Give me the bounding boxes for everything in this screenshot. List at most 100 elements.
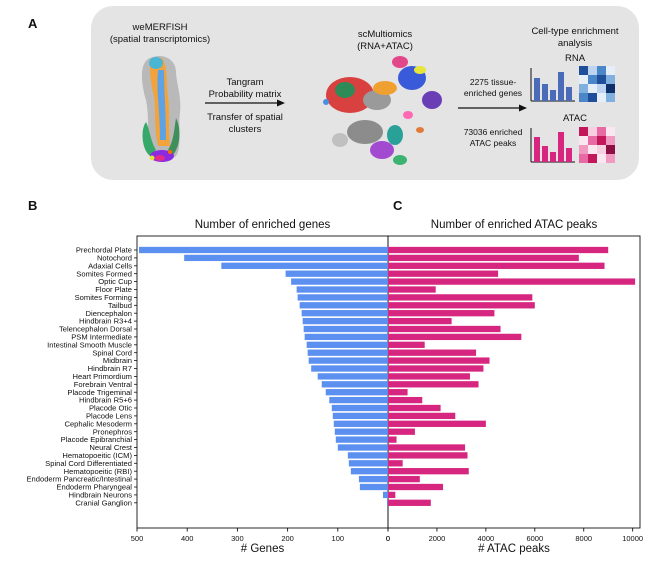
- genes-x-tick-label: 500: [131, 534, 144, 543]
- category-label: Hindbrain Neurons: [69, 491, 133, 500]
- atac-x-axis-label: # ATAC peaks: [478, 543, 550, 555]
- arrow2-line2: enriched genes: [463, 88, 523, 98]
- genes-bar: [302, 317, 388, 325]
- genes-bar: [304, 333, 388, 341]
- atac-bar: [388, 341, 425, 348]
- atac-bar: [388, 483, 444, 491]
- genes-bar: [307, 349, 388, 356]
- atac-bar: [388, 270, 499, 277]
- arrow1-line3: Transfer of spatial: [207, 112, 283, 123]
- atac-bar: [388, 310, 495, 317]
- category-label: Telencephalon Dorsal: [59, 325, 132, 334]
- category-label: PSM Intermediate: [71, 333, 132, 342]
- step3-title: Cell-type enrichment: [531, 26, 619, 37]
- genes-bar: [347, 452, 388, 459]
- genes-bar: [386, 499, 388, 506]
- genes-bar: [335, 436, 388, 443]
- atac-bar: [388, 302, 535, 309]
- genes-bar: [325, 389, 388, 396]
- genes-bar: [308, 357, 388, 364]
- category-label: Hematopoeitic (RBI): [64, 467, 133, 476]
- atac-x-tick-label: 4000: [478, 534, 495, 543]
- genes-x-tick-label: 300: [231, 534, 244, 543]
- atac-label: ATAC: [563, 113, 587, 124]
- genes-bar: [348, 460, 388, 467]
- category-label: Hindbrain R3+4: [79, 317, 132, 326]
- step2-title: scMultiomics: [357, 29, 413, 40]
- atac-bar: [388, 254, 579, 262]
- rna-label: RNA: [564, 53, 586, 64]
- bar-charts: 500 400 300 200 100 0 Prechordal PlateNotochor…: [26, 235, 643, 543]
- genes-bar: [296, 286, 388, 293]
- step2-subtitle: (RNA+ATAC): [357, 41, 413, 52]
- atac-bar: [388, 404, 441, 412]
- genes-bar: [221, 262, 388, 269]
- atac-bar: [388, 325, 501, 333]
- atac-bar: [388, 468, 469, 475]
- genes-bar: [317, 373, 388, 380]
- genes-bar: [333, 420, 388, 427]
- category-label: Cranial Ganglion: [75, 498, 132, 507]
- atac-mini-chart: [530, 128, 575, 163]
- genes-bar: [359, 483, 388, 491]
- genes-x-tick-label: 400: [181, 534, 194, 543]
- rna-heatmap: [579, 66, 615, 102]
- genes-bar: [329, 396, 388, 404]
- atac-bar: [388, 357, 490, 364]
- category-label: Forebrain Ventral: [74, 380, 133, 389]
- atac-bar: [388, 246, 609, 254]
- panel-label-c: C: [393, 198, 403, 213]
- panel-label-b: B: [28, 198, 38, 213]
- rna-mini-chart: [530, 68, 575, 102]
- genes-bar: [297, 294, 388, 301]
- category-label: Diencephalon: [86, 309, 132, 318]
- category-label: Spinal Cord: [92, 348, 132, 357]
- category-label: Intestinal Smooth Muscle: [47, 340, 132, 349]
- category-label: Somites Formed: [76, 269, 132, 278]
- atac-bar: [388, 286, 436, 293]
- atac-bar: [388, 278, 636, 285]
- category-label: Cephalic Mesoderm: [64, 419, 132, 428]
- atac-bar: [388, 428, 415, 435]
- category-label: Pronephros: [93, 427, 132, 436]
- category-label: Placode Trigeminal: [67, 388, 132, 397]
- umap-image: [323, 56, 442, 165]
- category-label: Tailbud: [108, 301, 132, 310]
- atac-x-tick-label: 0: [386, 534, 390, 543]
- genes-bar: [358, 475, 388, 483]
- genes-bar: [311, 365, 388, 372]
- genes-x-axis-label: # Genes: [240, 543, 285, 555]
- atac-chart-title: Number of enriched ATAC peaks: [430, 219, 598, 231]
- atac-x-tick-label: 6000: [526, 534, 543, 543]
- atac-bar: [388, 452, 468, 459]
- genes-bar: [382, 491, 388, 499]
- arrow2: [458, 104, 527, 112]
- genes-bar: [337, 444, 388, 451]
- atac-bar: [388, 412, 456, 420]
- genes-x-tick-label: 100: [332, 534, 345, 543]
- atac-bar: [388, 436, 397, 443]
- category-label: Somites Forming: [75, 293, 132, 302]
- arrow2-line1: 2275 tissue-: [469, 77, 517, 87]
- category-label: Endoderm Pancreatic/Intestinal: [26, 475, 132, 484]
- category-label: Hindbrain R7: [88, 364, 132, 373]
- step1-title: weMERFISH: [132, 22, 188, 33]
- atac-x-tick-label: 8000: [575, 534, 592, 543]
- genes-bar: [331, 404, 388, 412]
- arrow2-line3: 73036 enriched: [463, 127, 523, 137]
- arrow1-line4: clusters: [228, 124, 262, 135]
- category-label: Hindbrain R5+6: [79, 396, 132, 405]
- atac-x-tick-label: 2000: [429, 534, 446, 543]
- category-label: Floor Plate: [95, 285, 132, 294]
- genes-bar: [350, 468, 388, 475]
- atac-bar: [388, 333, 522, 341]
- atac-bar: [388, 420, 486, 427]
- category-label: Placode Otic: [89, 404, 132, 413]
- category-label: Adaxial Cells: [88, 261, 132, 270]
- atac-x-tick-label: 10000: [622, 534, 643, 543]
- category-label: Midbrain: [103, 356, 132, 365]
- genes-bar: [184, 254, 388, 262]
- atac-bar: [388, 389, 408, 396]
- atac-bar: [388, 491, 396, 499]
